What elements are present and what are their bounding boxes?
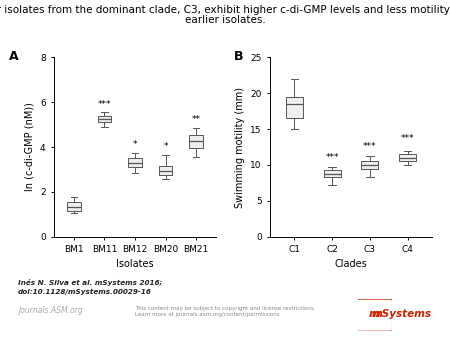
FancyBboxPatch shape xyxy=(357,299,392,331)
Text: Inés N. Silva et al. mSystems 2016;: Inés N. Silva et al. mSystems 2016; xyxy=(18,279,162,286)
Text: *: * xyxy=(163,142,168,151)
Bar xyxy=(159,166,172,175)
Bar xyxy=(286,97,303,118)
Text: B: B xyxy=(234,50,244,63)
Bar xyxy=(128,158,142,167)
Y-axis label: ln (c-di-GMP (nM)): ln (c-di-GMP (nM)) xyxy=(24,103,34,191)
Text: ***: *** xyxy=(363,142,377,151)
Text: ***: *** xyxy=(325,153,339,162)
X-axis label: Clades: Clades xyxy=(335,260,367,269)
Bar xyxy=(98,116,111,122)
Bar xyxy=(324,170,341,177)
X-axis label: Isolates: Isolates xyxy=(116,260,154,269)
Text: m: m xyxy=(369,309,380,319)
Bar xyxy=(189,135,203,148)
Text: ***: *** xyxy=(401,134,414,143)
Text: Later isolates from the dominant clade, C3, exhibit higher c-di-GMP levels and l: Later isolates from the dominant clade, … xyxy=(0,5,450,15)
Bar xyxy=(399,154,416,161)
Text: A: A xyxy=(9,50,18,63)
Text: Journals.ASM.org: Journals.ASM.org xyxy=(18,306,83,315)
Bar xyxy=(361,161,378,169)
Text: ***: *** xyxy=(98,99,111,108)
Text: *: * xyxy=(133,140,137,149)
Text: doi:10.1128/mSystems.00029-16: doi:10.1128/mSystems.00029-16 xyxy=(18,289,152,295)
Y-axis label: Swimming motility (mm): Swimming motility (mm) xyxy=(234,87,245,208)
Text: mSystems: mSystems xyxy=(371,309,431,319)
Text: **: ** xyxy=(192,115,201,124)
Text: earlier isolates.: earlier isolates. xyxy=(184,15,266,25)
Bar xyxy=(67,202,81,211)
Text: This content may be subject to copyright and license restrictions.
Learn more at: This content may be subject to copyright… xyxy=(135,306,315,317)
